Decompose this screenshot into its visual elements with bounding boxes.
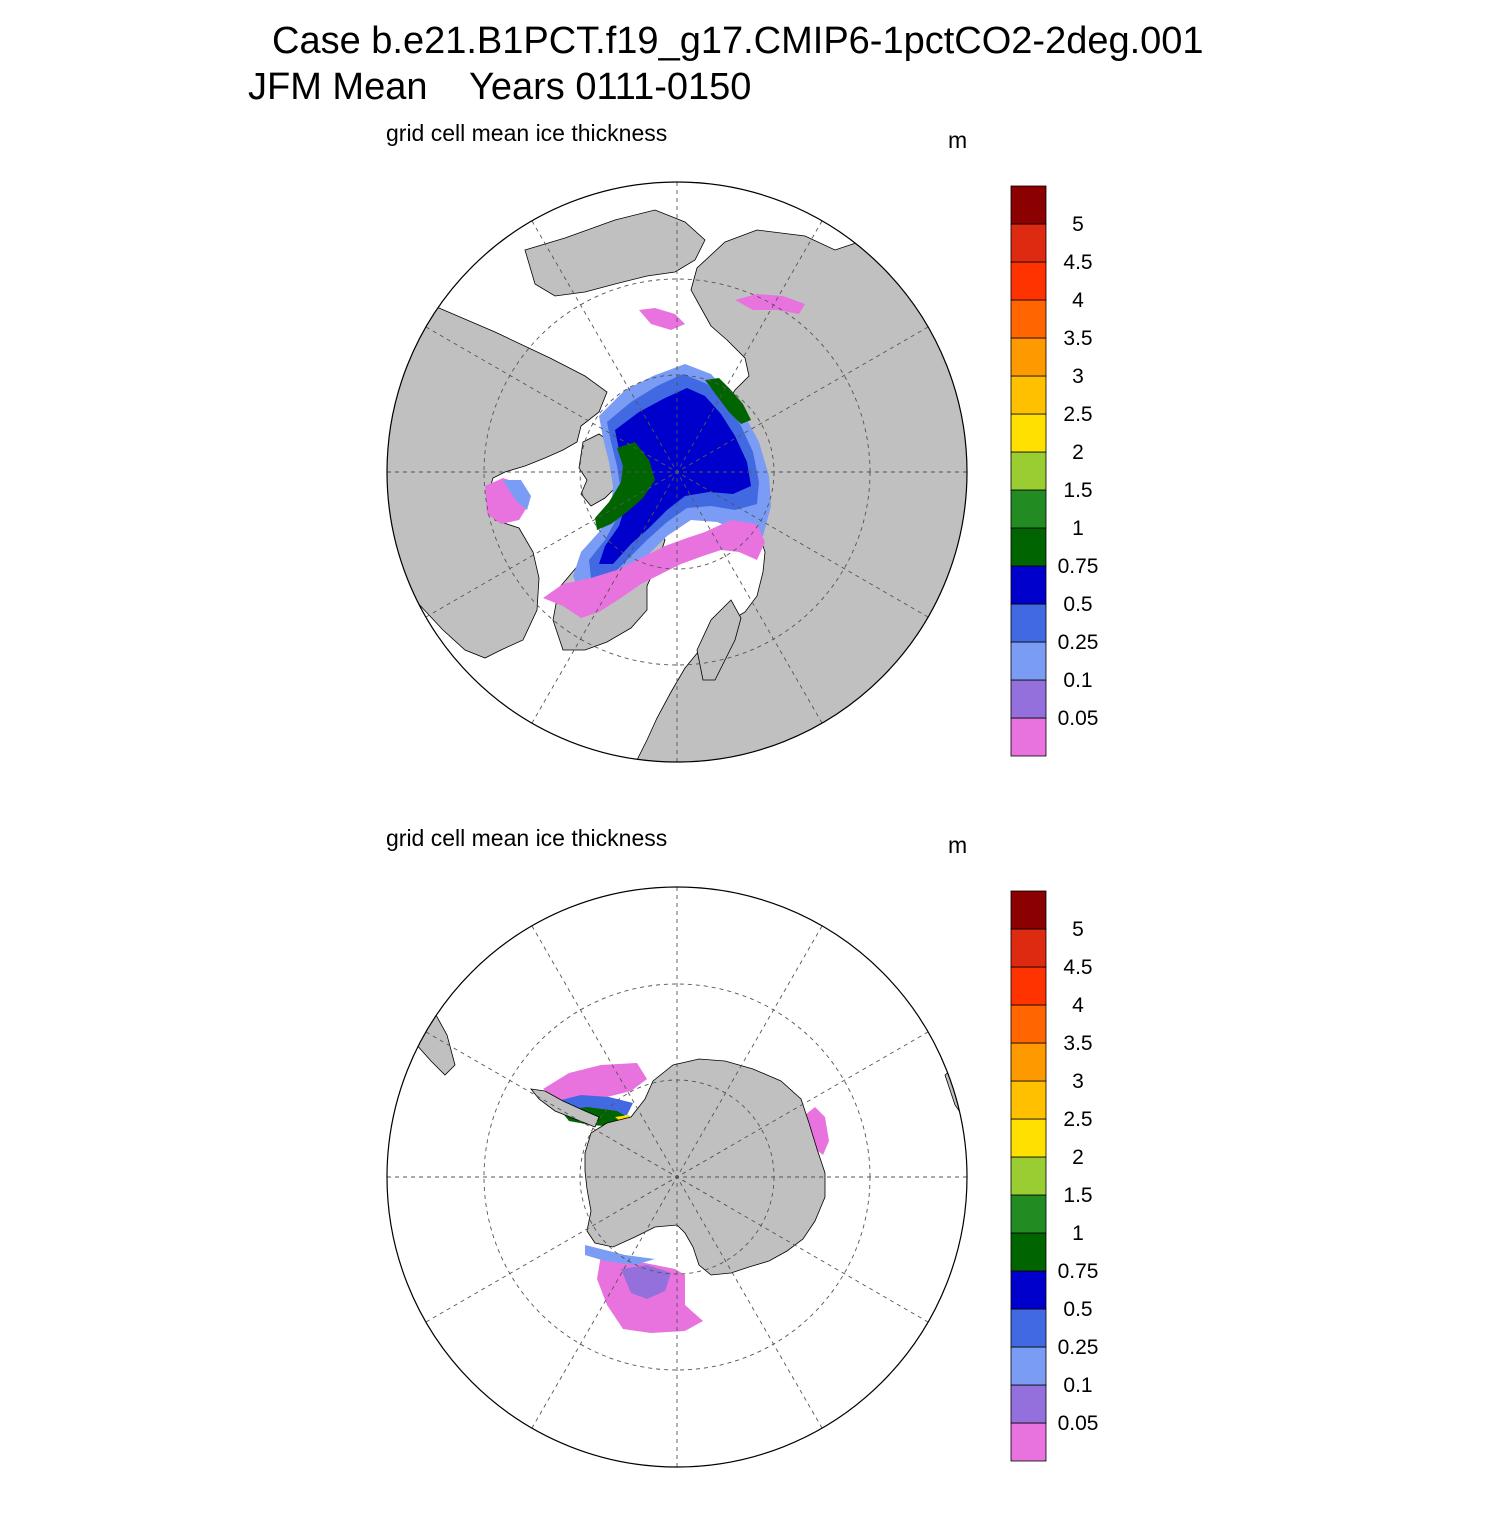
south-colorbar-swatch: [1010, 1194, 1047, 1234]
north-polar-panel: grid cell mean ice thickness m: [0, 112, 1500, 817]
north-colorbar-swatch: [1010, 641, 1047, 681]
south-colorbar-label: 0.25: [1058, 1336, 1099, 1359]
south-colorbar-label: 0.1: [1063, 1374, 1092, 1397]
south-sea-ice: [543, 1063, 829, 1333]
north-colorbar-label: 2.5: [1063, 403, 1092, 426]
south-america-tip: [387, 887, 456, 1076]
south-colorbar-swatch: [1010, 1384, 1047, 1424]
north-colorbar-label: 3: [1072, 365, 1084, 388]
north-colorbar-swatch: [1010, 603, 1047, 643]
south-ice-amundsen: [585, 1245, 655, 1265]
north-colorbar-swatch: [1010, 185, 1047, 225]
south-ice-ross-purple: [621, 1265, 671, 1299]
south-colorbar: 0.05 0.1 0.25 0.5 0.75 1 1.5 2 2.5 3 3.5 4 4.5 5: [1010, 890, 1099, 1462]
south-colorbar-swatch: [1010, 1080, 1047, 1120]
south-colorbar-label: 1.5: [1063, 1184, 1092, 1207]
south-polar-panel: grid cell mean ice thickness m: [0, 817, 1500, 1522]
north-colorbar-swatch: [1010, 527, 1047, 567]
north-colorbar-swatch: [1010, 565, 1047, 605]
antarctic-peninsula: [530, 1088, 600, 1128]
figure-title-period: JFM Mean Years 0111-0150: [248, 66, 752, 108]
south-colorbar-swatch: [1010, 928, 1047, 968]
south-colorbar-swatch: [1010, 890, 1047, 930]
north-colorbar-label: 0.1: [1063, 669, 1092, 692]
south-map-frame: [386, 886, 968, 1468]
north-ice-thickest-band: [595, 442, 655, 530]
figure-title-case: Case b.e21.B1PCT.f19_g17.CMIP6-1pctCO2-2…: [272, 20, 1204, 62]
south-colorbar-label: 1: [1072, 1222, 1084, 1245]
south-polar-map: [386, 886, 968, 1468]
north-colorbar-swatch: [1010, 679, 1047, 719]
south-colorbar-swatch: [1010, 1042, 1047, 1082]
north-colorbar-label: 0.05: [1058, 707, 1099, 730]
north-sea-ice: [485, 294, 805, 618]
north-ice-hudson-inner: [503, 480, 531, 510]
north-colorbar-swatch: [1010, 375, 1047, 415]
scandinavia: [696, 599, 742, 681]
south-panel-subtitle: grid cell mean ice thickness: [386, 825, 668, 851]
south-colorbar-swatch: [1010, 1308, 1047, 1348]
chukotka: [524, 209, 706, 297]
south-colorbar-swatch: [1010, 1422, 1047, 1462]
south-colorbar-swatch: [1010, 1346, 1047, 1386]
north-colorbar-swatch: [1010, 717, 1047, 757]
north-ice-thick: [599, 388, 751, 564]
north-panel-units: m: [948, 127, 968, 153]
south-ice-east-coast: [805, 1107, 829, 1155]
south-colorbar-label: 2.5: [1063, 1108, 1092, 1131]
north-colorbar-swatch: [1010, 451, 1047, 491]
south-colorbar-label: 4.5: [1063, 956, 1092, 979]
south-colorbar-label: 0.75: [1058, 1260, 1099, 1283]
south-colorbar-swatch: [1010, 966, 1047, 1006]
north-colorbar-label: 4.5: [1063, 251, 1092, 274]
north-polar-map: [386, 181, 968, 763]
south-colorbar-label: 3: [1072, 1070, 1084, 1093]
north-graticule: [387, 182, 967, 762]
south-colorbar-swatch: [1010, 1118, 1047, 1158]
north-ice-siberian-green: [705, 378, 751, 424]
north-colorbar-label: 5: [1072, 213, 1084, 236]
south-colorbar-label: 0.5: [1063, 1298, 1092, 1321]
north-colorbar-label: 1.5: [1063, 479, 1092, 502]
north-colorbar-label: 1: [1072, 517, 1084, 540]
south-colorbar-swatch: [1010, 1270, 1047, 1310]
north-colorbar-label: 2: [1072, 441, 1084, 464]
south-colorbar-label: 4: [1072, 994, 1084, 1017]
north-colorbar-label: 0.5: [1063, 593, 1092, 616]
north-map-frame: [386, 181, 968, 763]
north-colorbar-swatch: [1010, 261, 1047, 301]
north-colorbar-swatch: [1010, 299, 1047, 339]
south-graticule: [387, 887, 967, 1467]
north-colorbar-label: 0.25: [1058, 631, 1099, 654]
south-colorbar-label: 0.05: [1058, 1412, 1099, 1435]
north-colorbar-label: 0.75: [1058, 555, 1099, 578]
south-colorbar-swatch: [1010, 1156, 1047, 1196]
north-colorbar-swatch: [1010, 413, 1047, 453]
north-ice-okhotsk: [639, 308, 685, 330]
south-colorbar-label: 2: [1072, 1146, 1084, 1169]
south-colorbar-swatch: [1010, 1004, 1047, 1044]
north-colorbar-swatch: [1010, 223, 1047, 263]
north-ice-pink-atlantic: [543, 520, 765, 618]
south-panel-units: m: [948, 832, 968, 858]
south-ice-weddell-pink: [543, 1063, 647, 1101]
north-colorbar-swatch: [1010, 489, 1047, 529]
north-colorbar: 0.05 0.1 0.25 0.5 0.75 1 1.5 2 2.5 3 3.5 4 4.5 5: [1010, 185, 1099, 757]
north-ice-bering: [735, 294, 805, 314]
south-colorbar-swatch: [1010, 1232, 1047, 1272]
south-colorbar-label: 3.5: [1063, 1032, 1092, 1055]
south-colorbar-label: 5: [1072, 918, 1084, 941]
north-panel-subtitle: grid cell mean ice thickness: [386, 120, 668, 146]
north-colorbar-swatch: [1010, 337, 1047, 377]
north-colorbar-label: 4: [1072, 289, 1084, 312]
north-colorbar-label: 3.5: [1063, 327, 1092, 350]
